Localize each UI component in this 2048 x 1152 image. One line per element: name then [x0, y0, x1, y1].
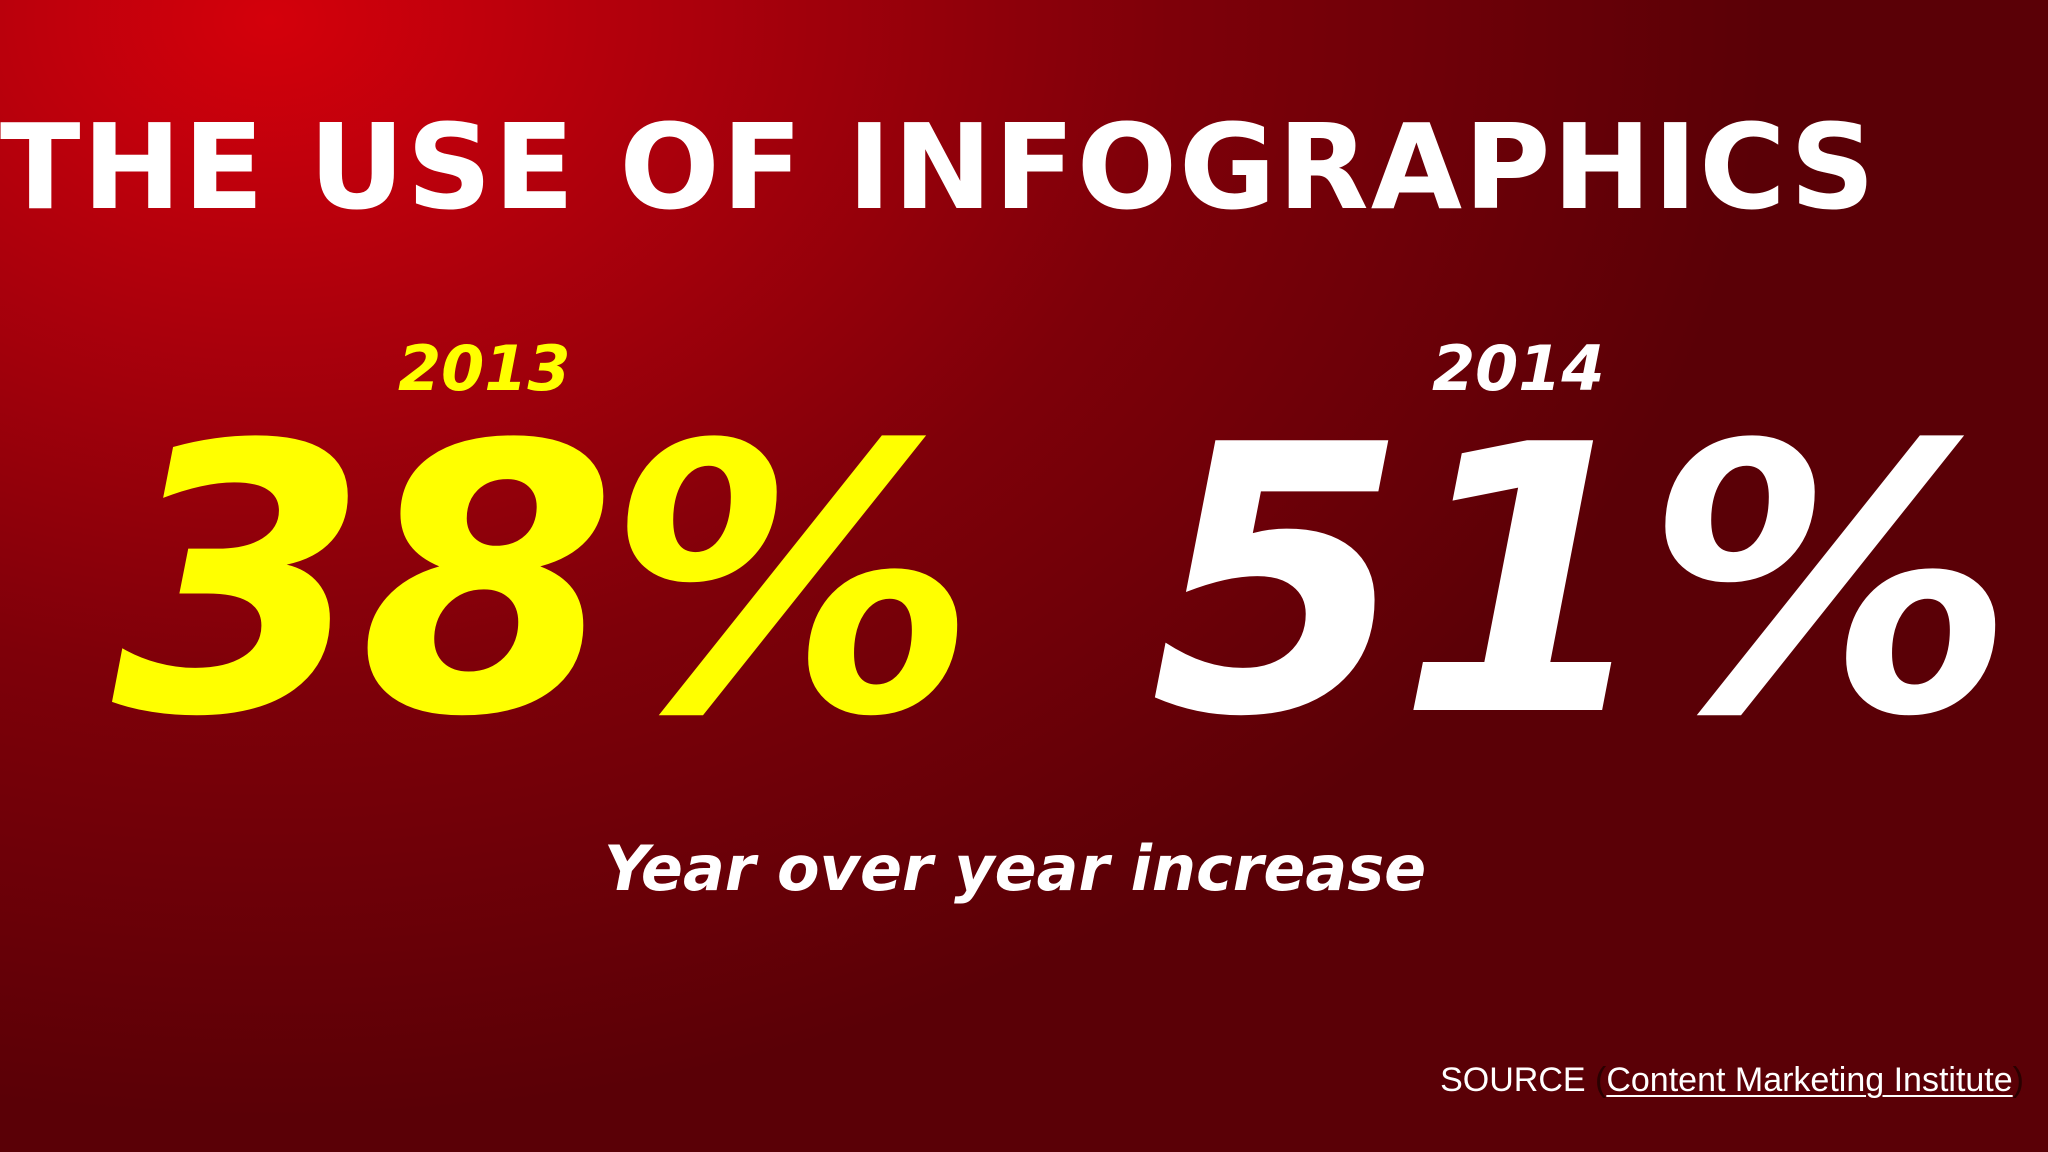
source-label: SOURCE	[1440, 1061, 1586, 1099]
slide-title: The use of infographics	[0, 98, 1877, 236]
source-open-paren: (	[1595, 1061, 1607, 1099]
stat-value-2014: 51%	[1150, 368, 2016, 798]
slide-subtitle: Year over year increase	[604, 832, 1427, 905]
year-label-2013: 2013	[398, 332, 571, 405]
source-citation: SOURCE (Content Marketing Institute)	[1440, 1063, 2024, 1097]
source-link[interactable]: Content Marketing Institute	[1606, 1061, 2013, 1099]
stat-value-2013: 38%	[112, 368, 978, 798]
source-close-paren: )	[2012, 1061, 2024, 1099]
year-label-2014: 2014	[1432, 332, 1605, 405]
